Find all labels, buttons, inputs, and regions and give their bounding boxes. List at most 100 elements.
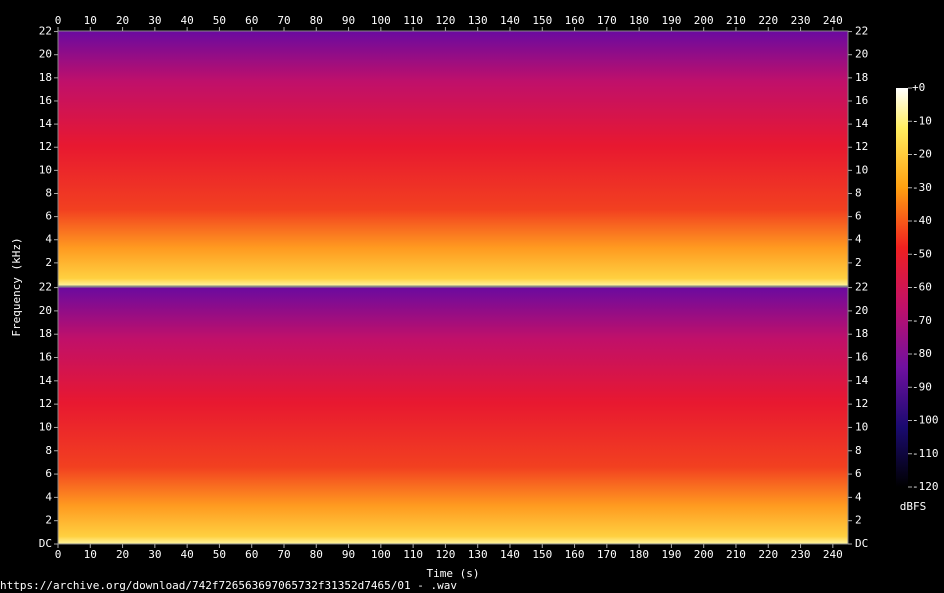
y-tick-label-right: 8 — [855, 186, 862, 199]
y-tick-label-right: 14 — [855, 117, 869, 130]
x-tick-label: 100 — [371, 548, 391, 561]
x-tick-label: 110 — [403, 14, 423, 27]
y-tick-label: 12 — [39, 140, 52, 153]
colorbar-tick-label: -80 — [912, 347, 932, 360]
x-tick-label: 130 — [468, 14, 488, 27]
y-tick-label-right: 20 — [855, 304, 868, 317]
y-tick-label-right: 10 — [855, 163, 868, 176]
colorbar-tick-label: -40 — [912, 214, 932, 227]
x-tick-label: 210 — [726, 548, 746, 561]
y-tick-label-right: 22 — [855, 25, 868, 38]
x-tick-label: 170 — [597, 548, 617, 561]
colorbar-tick-label: -90 — [912, 380, 932, 393]
y-tick-label-right: 8 — [855, 444, 862, 457]
y-tick-label: 10 — [39, 163, 52, 176]
x-tick-label: 10 — [84, 548, 97, 561]
x-tick-label: 130 — [468, 548, 488, 561]
y-tick-label: 14 — [39, 117, 53, 130]
x-tick-label: 230 — [791, 14, 811, 27]
x-tick-label: 210 — [726, 14, 746, 27]
y-tick-label-right: 4 — [855, 490, 862, 503]
y-tick-label: DC — [39, 537, 52, 550]
x-tick-label: 40 — [181, 14, 194, 27]
x-tick-label: 170 — [597, 14, 617, 27]
y-axis-label: Frequency (kHz) — [10, 237, 23, 336]
x-tick-label: 110 — [403, 548, 423, 561]
x-tick-label: 120 — [435, 548, 455, 561]
x-tick-label: 30 — [148, 14, 161, 27]
colorbar-tick-label: -20 — [912, 148, 932, 161]
y-tick-label: 6 — [45, 210, 52, 223]
y-tick-label: 8 — [45, 444, 52, 457]
x-tick-label: 100 — [371, 14, 391, 27]
y-tick-label-right: 20 — [855, 48, 868, 61]
y-tick-label-right: 10 — [855, 420, 868, 433]
x-tick-label: 200 — [694, 14, 714, 27]
y-tick-label-right: 22 — [855, 281, 868, 294]
colorbar-tick-label: -10 — [912, 114, 932, 127]
x-tick-label: 40 — [181, 548, 194, 561]
x-tick-label: 230 — [791, 548, 811, 561]
y-tick-label: 2 — [45, 514, 52, 527]
spectrogram-panel — [58, 287, 848, 544]
y-tick-label-right: 12 — [855, 397, 868, 410]
x-tick-label: 10 — [84, 14, 97, 27]
y-tick-label: 18 — [39, 71, 52, 84]
x-tick-label: 180 — [629, 14, 649, 27]
x-tick-label: 80 — [310, 14, 323, 27]
y-tick-label-right: 12 — [855, 140, 868, 153]
x-tick-label: 80 — [310, 548, 323, 561]
y-tick-label: 20 — [39, 304, 52, 317]
colorbar-tick-label: -30 — [912, 181, 932, 194]
x-tick-label: 150 — [532, 548, 552, 561]
panel-frame — [57, 286, 849, 545]
colorbar-tick-label: -70 — [912, 314, 932, 327]
y-tick-label: 16 — [39, 351, 52, 364]
y-tick-label-right: 16 — [855, 94, 868, 107]
y-tick-label-right: 2 — [855, 514, 862, 527]
colorbar-tick-label: -100 — [912, 414, 939, 427]
x-tick-label: 150 — [532, 14, 552, 27]
x-tick-label: 50 — [213, 548, 226, 561]
y-tick-label: 22 — [39, 25, 52, 38]
x-tick-label: 220 — [758, 14, 778, 27]
y-tick-label-right: 18 — [855, 327, 868, 340]
colorbar-tick-label: -120 — [912, 480, 939, 493]
x-tick-label: 160 — [565, 14, 585, 27]
x-tick-label: 240 — [823, 14, 843, 27]
x-tick-label: 160 — [565, 548, 585, 561]
x-tick-label: 60 — [245, 14, 258, 27]
x-tick-label: 0 — [55, 14, 62, 27]
x-tick-label: 180 — [629, 548, 649, 561]
colorbar — [896, 88, 908, 487]
x-tick-label: 240 — [823, 548, 843, 561]
y-tick-label: 20 — [39, 48, 52, 61]
x-tick-label: 70 — [277, 14, 290, 27]
y-tick-label: 22 — [39, 281, 52, 294]
x-tick-label: 220 — [758, 548, 778, 561]
y-tick-label: 10 — [39, 420, 52, 433]
x-tick-label: 60 — [245, 548, 258, 561]
y-tick-label: 4 — [45, 490, 52, 503]
colorbar-tick-label: -50 — [912, 247, 932, 260]
y-tick-label-right: 2 — [855, 256, 862, 269]
colorbar-tick-label: -110 — [912, 447, 939, 460]
y-tick-label: 18 — [39, 327, 52, 340]
y-tick-label-right: 6 — [855, 467, 862, 480]
colorbar-tick-label: +0 — [912, 81, 925, 94]
y-tick-label-right: 4 — [855, 233, 862, 246]
x-tick-label: 90 — [342, 548, 355, 561]
footer-url: https://archive.org/download/742f7265636… — [0, 579, 457, 592]
x-tick-label: 20 — [116, 14, 129, 27]
spectrogram-panel — [58, 31, 848, 286]
colorbar-tick-label: -60 — [912, 281, 932, 294]
x-tick-label: 190 — [661, 14, 681, 27]
x-tick-label: 70 — [277, 548, 290, 561]
x-tick-label: 120 — [435, 14, 455, 27]
y-tick-label: 2 — [45, 256, 52, 269]
panel-frame — [57, 30, 849, 287]
colorbar-label: dBFS — [900, 500, 927, 513]
x-tick-label: 200 — [694, 548, 714, 561]
y-tick-label: 8 — [45, 186, 52, 199]
